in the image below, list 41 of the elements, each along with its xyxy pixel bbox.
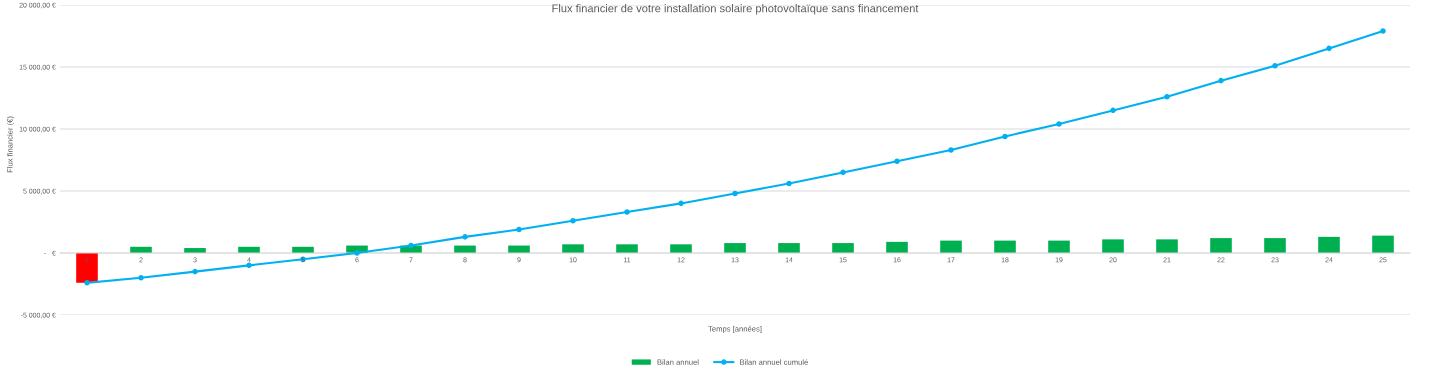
point bbox=[1056, 121, 1062, 127]
bar bbox=[940, 240, 962, 253]
point bbox=[354, 250, 360, 256]
point bbox=[570, 217, 576, 224]
point bbox=[894, 158, 900, 165]
point bbox=[1218, 77, 1224, 84]
bar bbox=[1156, 239, 1178, 253]
point bbox=[1272, 62, 1278, 69]
point bbox=[948, 147, 954, 153]
point bbox=[462, 234, 468, 240]
bar bbox=[994, 240, 1016, 253]
bar bbox=[1048, 240, 1070, 253]
bar bbox=[1102, 239, 1124, 253]
point bbox=[1110, 107, 1116, 114]
bar bbox=[1264, 238, 1286, 253]
bar bbox=[886, 241, 908, 253]
bar bbox=[832, 243, 854, 253]
bar bbox=[1372, 235, 1394, 253]
point bbox=[84, 279, 90, 286]
bar bbox=[670, 244, 692, 253]
point bbox=[678, 200, 684, 207]
bar bbox=[1318, 236, 1340, 253]
point bbox=[1164, 93, 1170, 100]
bar bbox=[1210, 238, 1232, 253]
point bbox=[1380, 28, 1386, 34]
bar bbox=[778, 243, 800, 253]
point bbox=[192, 268, 198, 275]
chart-title: Flux financier de votre installation solaire photovoltaïque sans financement bbox=[552, 4, 919, 15]
point bbox=[732, 190, 738, 197]
point bbox=[840, 169, 846, 176]
point bbox=[786, 180, 792, 187]
bar bbox=[562, 244, 584, 253]
point bbox=[516, 226, 522, 233]
point bbox=[1002, 133, 1008, 140]
bar bbox=[616, 244, 638, 253]
bar bbox=[724, 243, 746, 253]
point bbox=[624, 209, 630, 215]
point bbox=[1326, 45, 1332, 52]
bar bbox=[76, 253, 98, 283]
point bbox=[138, 275, 144, 281]
point bbox=[246, 262, 252, 269]
